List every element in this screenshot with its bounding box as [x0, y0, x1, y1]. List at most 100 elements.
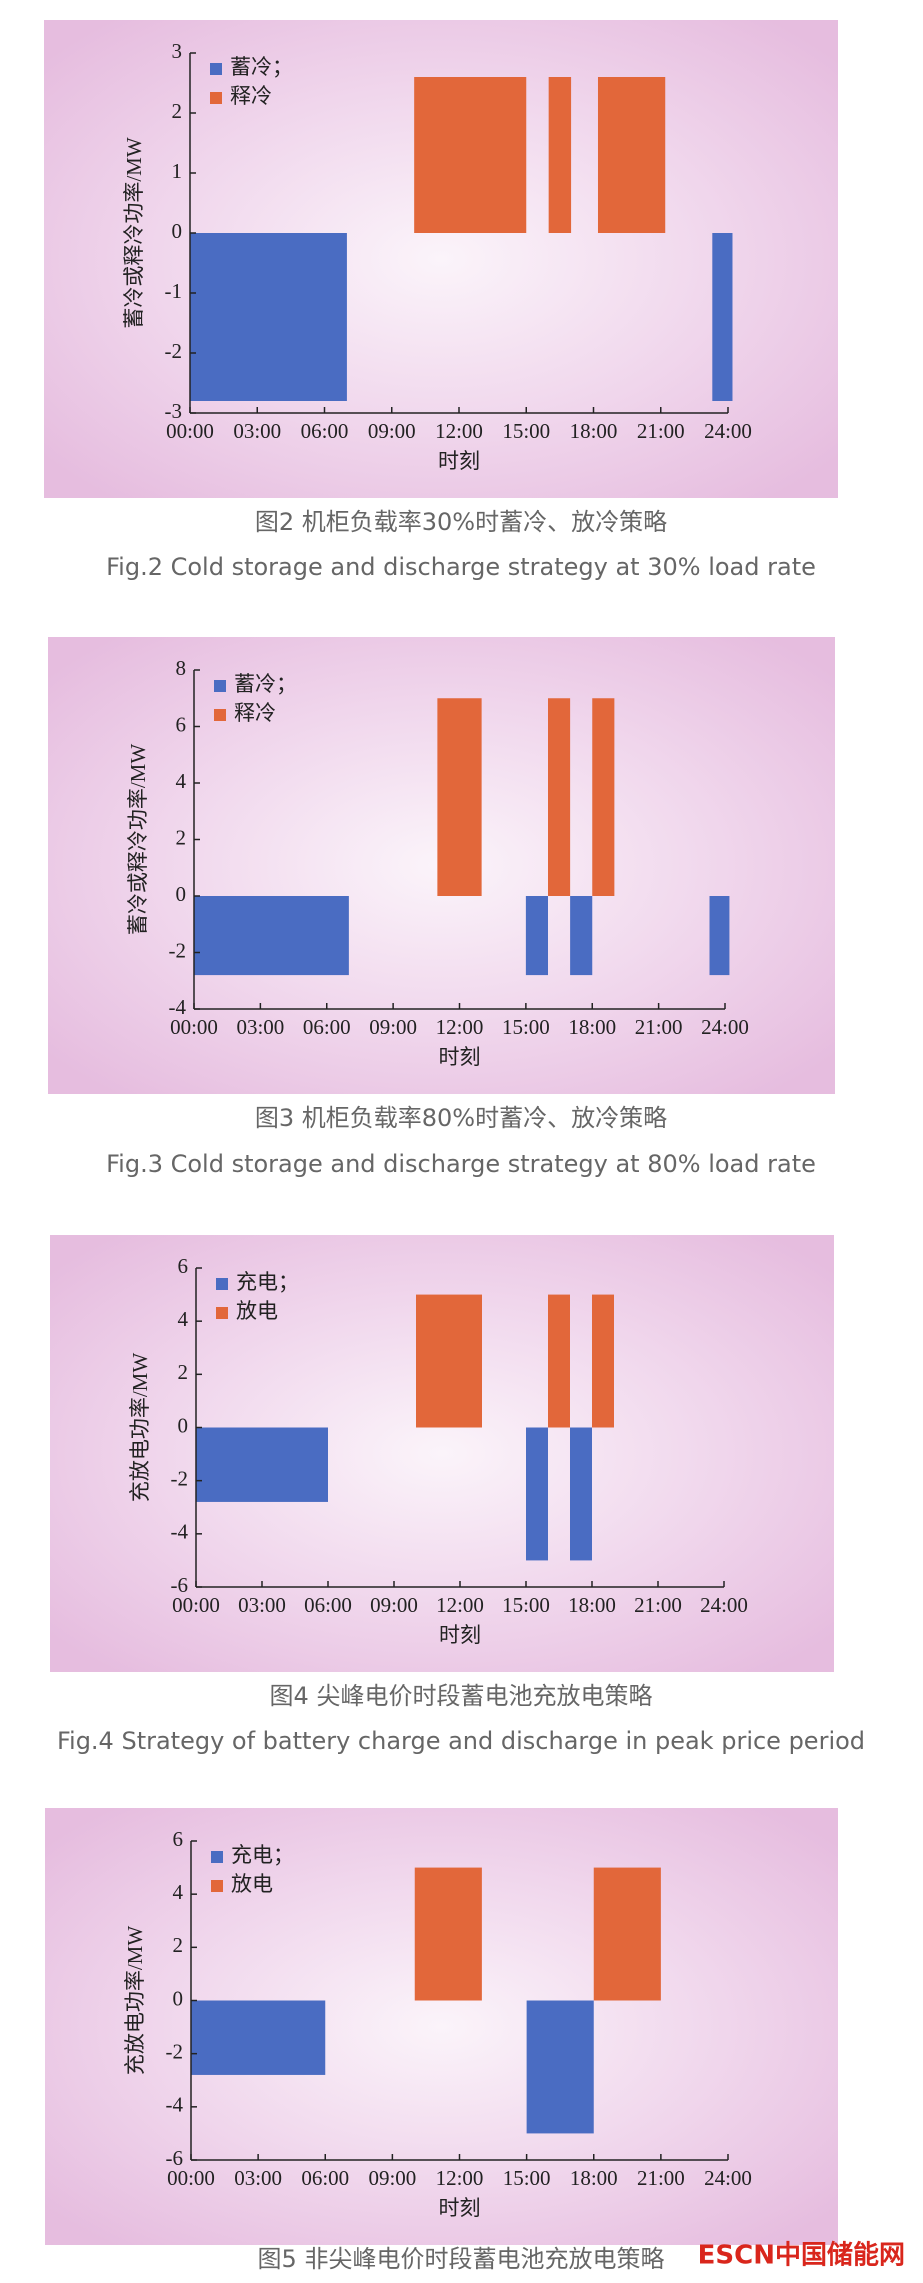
- y-tick-label: 0: [172, 219, 183, 243]
- legend-label: 蓄冷；: [234, 672, 297, 696]
- y-tick-label: 2: [178, 1360, 189, 1384]
- x-tick-label: 15:00: [502, 1593, 550, 1617]
- x-tick-label: 06:00: [304, 1593, 352, 1617]
- y-tick-label: 2: [173, 1933, 184, 1957]
- y-tick-label: 4: [178, 1307, 189, 1331]
- bar: [190, 233, 347, 401]
- x-tick-label: 18:00: [570, 419, 618, 443]
- watermark: ESCN中国储能网: [698, 2240, 905, 2271]
- bar: [597, 77, 666, 233]
- x-tick-label: 00:00: [167, 2166, 215, 2190]
- y-tick-label: 4: [173, 1880, 184, 1904]
- x-tick-label: 18:00: [568, 1015, 616, 1039]
- y-tick-label: 2: [176, 825, 187, 849]
- x-tick-label: 24:00: [700, 1593, 748, 1617]
- bar: [593, 1867, 661, 2001]
- y-tick-label: -1: [165, 279, 183, 303]
- y-tick-label: -2: [169, 938, 187, 962]
- y-tick-label: -4: [166, 2093, 184, 2117]
- legend-label: 充电；: [236, 1270, 299, 1294]
- x-tick-label: 21:00: [634, 1593, 682, 1617]
- bar: [526, 2000, 594, 2134]
- y-tick-label: -6: [166, 2146, 184, 2170]
- x-axis-label: 时刻: [439, 2196, 481, 2220]
- x-axis-label: 时刻: [438, 449, 480, 473]
- bar: [570, 896, 593, 976]
- y-tick-label: 0: [176, 882, 187, 906]
- y-axis-label: 蓄冷或释冷功率/MW: [122, 137, 146, 329]
- y-tick-label: -6: [171, 1573, 189, 1597]
- legend-label: 充电；: [231, 1843, 294, 1867]
- y-tick-label: -2: [171, 1466, 189, 1490]
- x-tick-label: 12:00: [436, 2166, 484, 2190]
- x-tick-label: 21:00: [635, 1015, 683, 1039]
- legend-label: 释冷: [230, 84, 272, 108]
- caption-cn: 图4 尖峰电价时段蓄电池充放电策略: [270, 1682, 653, 1710]
- x-tick-label: 03:00: [236, 1015, 284, 1039]
- legend-swatch: [211, 1851, 223, 1863]
- x-axis-label: 时刻: [439, 1623, 481, 1647]
- legend-label: 放电: [236, 1299, 278, 1323]
- x-tick-label: 09:00: [368, 419, 416, 443]
- legend-swatch: [211, 1880, 223, 1892]
- y-tick-label: 4: [176, 769, 187, 793]
- bar: [414, 1867, 482, 2001]
- y-axis-label: 充放电功率/MW: [123, 1926, 147, 2076]
- bar: [548, 77, 572, 233]
- x-tick-label: 09:00: [370, 1593, 418, 1617]
- x-tick-label: 21:00: [637, 419, 685, 443]
- y-tick-label: 0: [173, 1986, 184, 2010]
- x-tick-label: 18:00: [570, 2166, 618, 2190]
- x-tick-label: 24:00: [704, 2166, 752, 2190]
- x-tick-label: 03:00: [233, 419, 281, 443]
- x-tick-label: 21:00: [637, 2166, 685, 2190]
- x-tick-label: 15:00: [502, 419, 550, 443]
- bar: [525, 896, 548, 976]
- y-tick-label: -3: [165, 399, 183, 423]
- legend-swatch: [214, 680, 226, 692]
- bar: [416, 1294, 482, 1428]
- x-tick-label: 09:00: [369, 1015, 417, 1039]
- x-tick-label: 00:00: [170, 1015, 218, 1039]
- caption-en: Fig.3 Cold storage and discharge strateg…: [106, 1150, 816, 1178]
- y-tick-label: -4: [169, 995, 187, 1019]
- y-tick-label: 6: [176, 712, 187, 736]
- legend-label: 释冷: [234, 701, 276, 725]
- y-tick-label: 6: [173, 1827, 184, 1851]
- legend-swatch: [210, 63, 222, 75]
- x-tick-label: 24:00: [704, 419, 752, 443]
- bar: [194, 896, 349, 976]
- y-tick-label: -2: [166, 2039, 184, 2063]
- legend-swatch: [216, 1307, 228, 1319]
- bar: [196, 1427, 328, 1502]
- bar: [437, 698, 482, 896]
- bar: [414, 77, 527, 233]
- x-axis-label: 时刻: [439, 1045, 481, 1069]
- caption-cn: 图3 机柜负载率80%时蓄冷、放冷策略: [255, 1104, 667, 1132]
- x-tick-label: 24:00: [701, 1015, 749, 1039]
- x-tick-label: 03:00: [238, 1593, 286, 1617]
- y-tick-label: 1: [172, 159, 183, 183]
- y-tick-label: 8: [176, 656, 187, 680]
- legend-swatch: [214, 709, 226, 721]
- bar: [191, 2000, 326, 2075]
- x-tick-label: 09:00: [368, 2166, 416, 2190]
- x-tick-label: 06:00: [303, 1015, 351, 1039]
- bar: [592, 1294, 614, 1428]
- y-tick-label: 6: [178, 1254, 189, 1278]
- legend-swatch: [216, 1278, 228, 1290]
- caption-cn: 图2 机柜负载率30%时蓄冷、放冷策略: [255, 508, 667, 536]
- legend-label: 蓄冷；: [230, 55, 293, 79]
- bar: [592, 698, 615, 896]
- x-tick-label: 18:00: [568, 1593, 616, 1617]
- legend-label: 放电: [231, 1872, 273, 1896]
- y-axis-label: 充放电功率/MW: [128, 1353, 152, 1503]
- x-tick-label: 15:00: [503, 2166, 551, 2190]
- legend-swatch: [210, 92, 222, 104]
- y-tick-label: 2: [172, 99, 183, 123]
- caption-cn: 图5 非尖峰电价时段蓄电池充放电策略: [258, 2245, 665, 2273]
- caption-en: Fig.2 Cold storage and discharge strateg…: [106, 553, 816, 581]
- caption-en: Fig.4 Strategy of battery charge and dis…: [57, 1727, 865, 1755]
